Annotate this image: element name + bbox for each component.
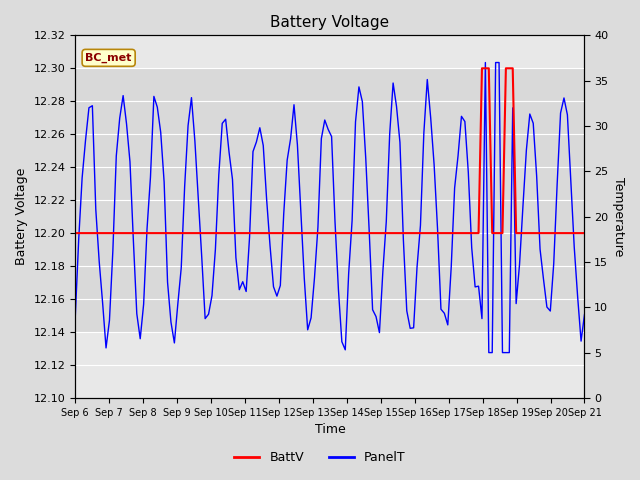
X-axis label: Time: Time	[314, 423, 345, 436]
Y-axis label: Battery Voltage: Battery Voltage	[15, 168, 28, 265]
Legend: BattV, PanelT: BattV, PanelT	[229, 446, 411, 469]
Text: BC_met: BC_met	[86, 53, 132, 63]
Y-axis label: Temperature: Temperature	[612, 177, 625, 256]
Title: Battery Voltage: Battery Voltage	[270, 15, 390, 30]
Bar	[76, 68, 584, 332]
